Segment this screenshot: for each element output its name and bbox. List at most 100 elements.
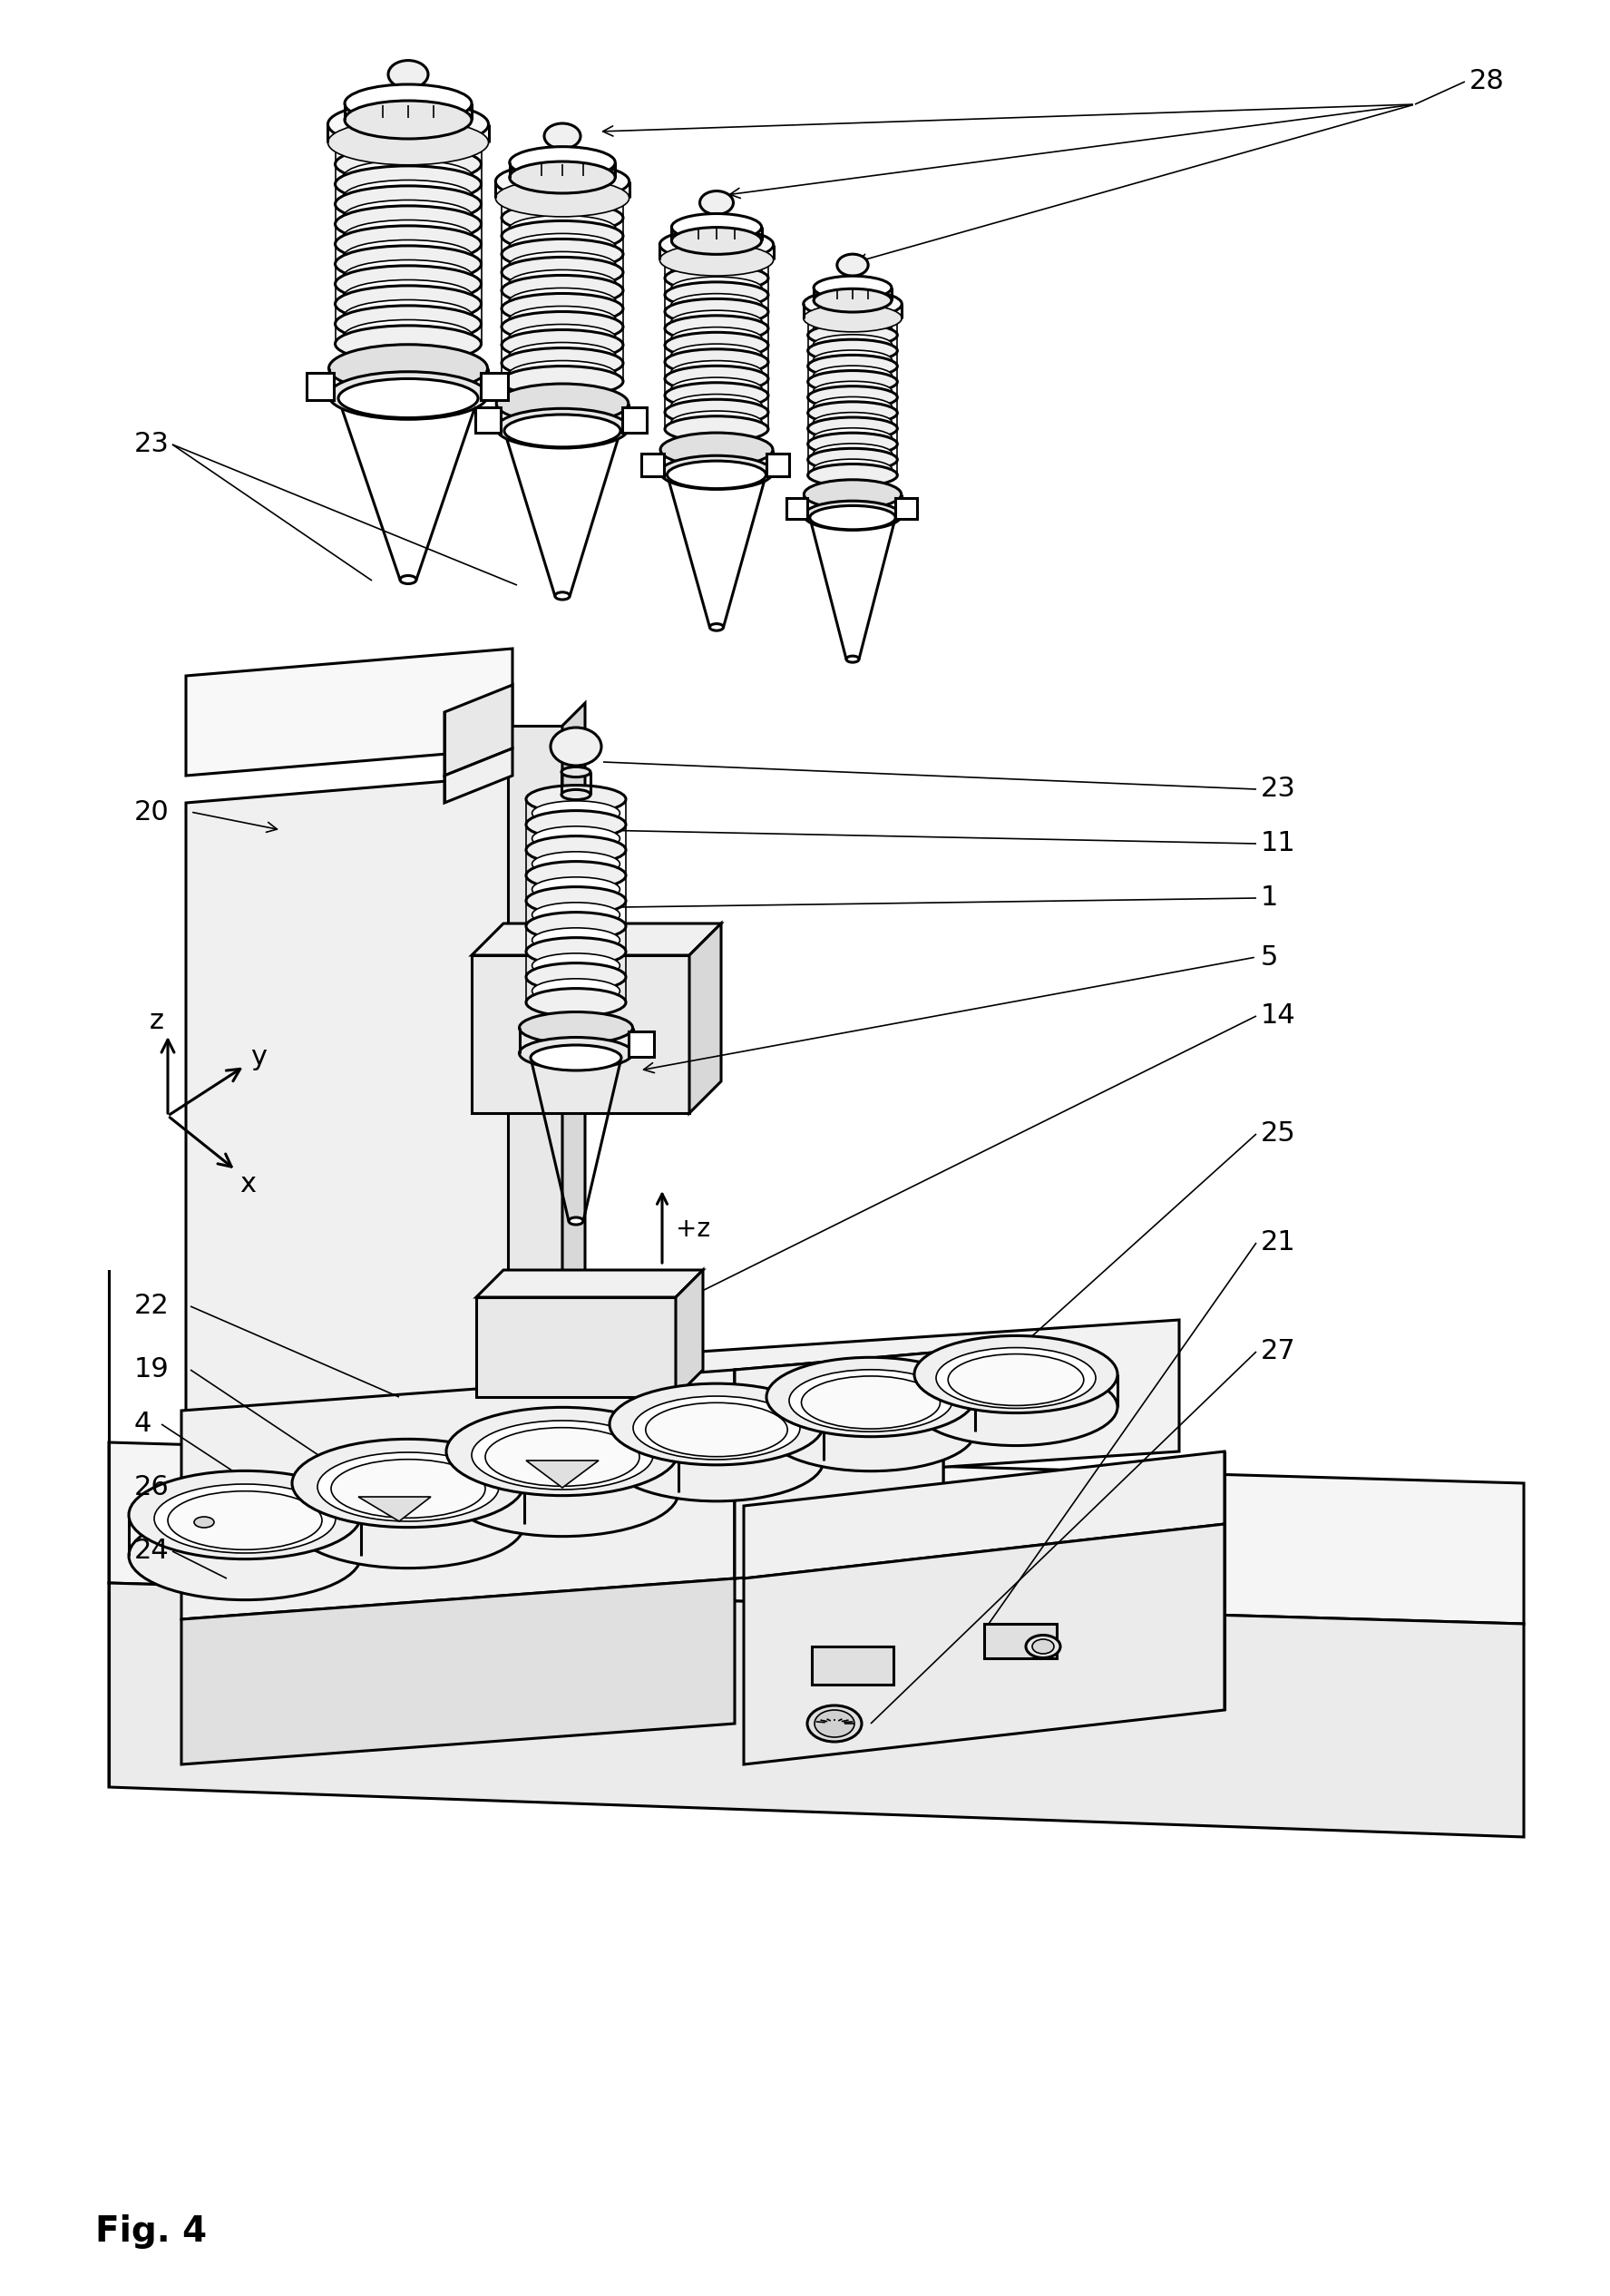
Ellipse shape: [531, 928, 620, 953]
Ellipse shape: [847, 657, 860, 661]
Ellipse shape: [555, 592, 570, 599]
Ellipse shape: [531, 978, 620, 1003]
Ellipse shape: [328, 344, 488, 393]
Ellipse shape: [671, 344, 762, 367]
Polygon shape: [744, 1525, 1225, 1763]
Ellipse shape: [766, 1391, 976, 1472]
Ellipse shape: [610, 1384, 824, 1465]
Ellipse shape: [808, 464, 897, 487]
Ellipse shape: [509, 324, 617, 351]
Ellipse shape: [526, 912, 626, 939]
Ellipse shape: [496, 179, 630, 216]
Polygon shape: [475, 409, 501, 432]
Ellipse shape: [496, 383, 628, 422]
Ellipse shape: [671, 360, 762, 383]
Ellipse shape: [509, 360, 617, 388]
Ellipse shape: [808, 340, 897, 363]
Text: 21: 21: [1261, 1231, 1296, 1256]
Ellipse shape: [837, 255, 868, 276]
Polygon shape: [185, 647, 512, 776]
Text: Fig. 4: Fig. 4: [95, 2213, 208, 2248]
Ellipse shape: [509, 234, 617, 259]
Ellipse shape: [345, 301, 472, 333]
Polygon shape: [628, 1031, 654, 1056]
Ellipse shape: [531, 801, 620, 827]
Ellipse shape: [531, 953, 620, 978]
Ellipse shape: [335, 207, 481, 243]
Ellipse shape: [502, 184, 623, 216]
Ellipse shape: [660, 432, 773, 466]
Ellipse shape: [328, 101, 488, 147]
Ellipse shape: [665, 365, 768, 393]
Ellipse shape: [813, 351, 892, 370]
Ellipse shape: [813, 427, 892, 448]
Ellipse shape: [813, 413, 892, 432]
Ellipse shape: [665, 383, 768, 409]
Ellipse shape: [291, 1481, 525, 1568]
Ellipse shape: [502, 220, 623, 250]
Text: 24: 24: [134, 1538, 169, 1564]
Ellipse shape: [808, 324, 897, 347]
Polygon shape: [507, 726, 562, 1469]
Ellipse shape: [544, 124, 581, 149]
Ellipse shape: [509, 287, 617, 315]
Ellipse shape: [509, 271, 617, 296]
Polygon shape: [109, 1582, 1523, 1837]
Ellipse shape: [671, 411, 762, 434]
Ellipse shape: [671, 395, 762, 418]
Ellipse shape: [671, 259, 762, 282]
Ellipse shape: [485, 1428, 639, 1486]
Polygon shape: [984, 1623, 1056, 1658]
Ellipse shape: [129, 1472, 361, 1559]
Ellipse shape: [345, 259, 472, 292]
Ellipse shape: [345, 280, 472, 312]
Ellipse shape: [526, 886, 626, 914]
Ellipse shape: [671, 227, 762, 255]
Ellipse shape: [660, 243, 773, 276]
Ellipse shape: [671, 294, 762, 317]
Ellipse shape: [665, 400, 768, 425]
Ellipse shape: [813, 365, 892, 386]
Polygon shape: [562, 703, 584, 1469]
Ellipse shape: [813, 443, 892, 464]
Ellipse shape: [345, 200, 472, 232]
Polygon shape: [477, 1270, 704, 1297]
Ellipse shape: [562, 767, 591, 776]
Ellipse shape: [509, 147, 615, 179]
Ellipse shape: [526, 990, 626, 1017]
Polygon shape: [526, 1460, 599, 1488]
Ellipse shape: [472, 1421, 654, 1490]
Ellipse shape: [345, 101, 472, 138]
Polygon shape: [477, 1297, 676, 1396]
Ellipse shape: [531, 902, 620, 928]
Ellipse shape: [399, 576, 417, 583]
Ellipse shape: [808, 356, 897, 377]
Ellipse shape: [335, 147, 481, 181]
Ellipse shape: [813, 397, 892, 416]
Ellipse shape: [914, 1336, 1117, 1412]
Polygon shape: [641, 452, 665, 475]
Ellipse shape: [671, 310, 762, 333]
Text: 1: 1: [1261, 884, 1278, 912]
Ellipse shape: [167, 1490, 322, 1550]
Ellipse shape: [502, 276, 623, 305]
Ellipse shape: [808, 402, 897, 425]
Ellipse shape: [1026, 1635, 1061, 1658]
Ellipse shape: [935, 1348, 1096, 1407]
Ellipse shape: [335, 165, 481, 202]
Ellipse shape: [562, 790, 591, 799]
Ellipse shape: [665, 266, 768, 292]
Ellipse shape: [807, 1706, 861, 1743]
Text: 23: 23: [1261, 776, 1296, 801]
Ellipse shape: [665, 416, 768, 441]
Polygon shape: [359, 1497, 431, 1522]
Ellipse shape: [502, 312, 623, 342]
Ellipse shape: [671, 278, 762, 298]
Ellipse shape: [665, 282, 768, 308]
Ellipse shape: [335, 246, 481, 282]
Ellipse shape: [335, 186, 481, 223]
Ellipse shape: [509, 342, 617, 370]
Ellipse shape: [803, 501, 902, 530]
Ellipse shape: [496, 409, 628, 448]
Ellipse shape: [502, 349, 623, 379]
